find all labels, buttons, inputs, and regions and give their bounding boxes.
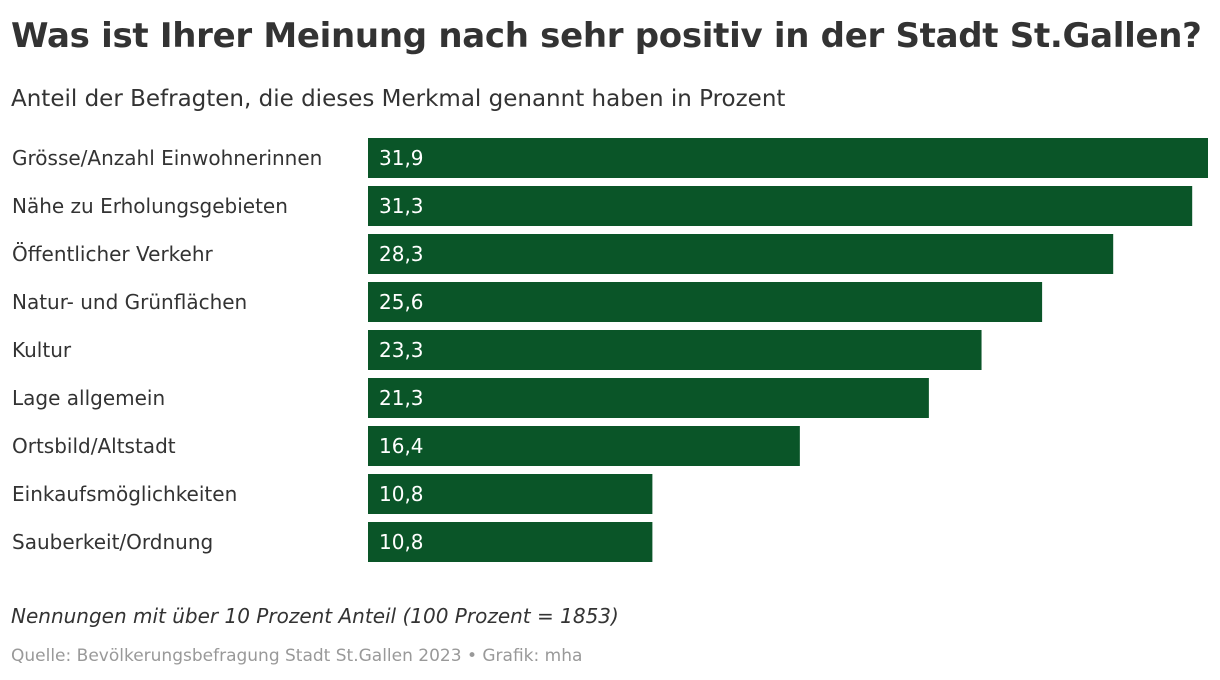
value-label: 16,4: [379, 434, 424, 458]
bar: [368, 522, 653, 562]
category-label: Natur- und Grünflächen: [12, 290, 247, 314]
chart-title: Was ist Ihrer Meinung nach sehr positiv …: [11, 16, 1202, 56]
chart-source: Quelle: Bevölkerungsbefragung Stadt St.G…: [11, 646, 583, 666]
bar: [368, 186, 1193, 226]
chart-subtitle: Anteil der Befragten, die dieses Merkmal…: [11, 86, 786, 112]
bar: [368, 138, 1208, 178]
category-label: Lage allgemein: [12, 386, 165, 410]
category-label: Kultur: [12, 338, 72, 362]
bar: [368, 474, 653, 514]
category-label: Öffentlicher Verkehr: [12, 242, 214, 266]
category-label: Grösse/Anzahl Einwohnerinnen: [12, 146, 322, 170]
value-label: 25,6: [379, 290, 424, 314]
category-label: Sauberkeit/Ordnung: [12, 530, 213, 554]
value-label: 21,3: [379, 386, 424, 410]
value-label: 23,3: [379, 338, 424, 362]
value-label: 31,3: [379, 194, 424, 218]
bar: [368, 234, 1114, 274]
bar: [368, 282, 1043, 322]
bar: [368, 378, 929, 418]
value-label: 10,8: [379, 482, 424, 506]
bar: [368, 426, 800, 466]
category-label: Einkaufsmöglichkeiten: [12, 482, 237, 506]
category-label: Nähe zu Erholungsgebieten: [12, 194, 288, 218]
bar: [368, 330, 982, 370]
value-label: 31,9: [379, 146, 424, 170]
value-label: 28,3: [379, 242, 424, 266]
category-label: Ortsbild/Altstadt: [12, 434, 176, 458]
value-label: 10,8: [379, 530, 424, 554]
chart-note: Nennungen mit über 10 Prozent Anteil (10…: [11, 604, 619, 628]
